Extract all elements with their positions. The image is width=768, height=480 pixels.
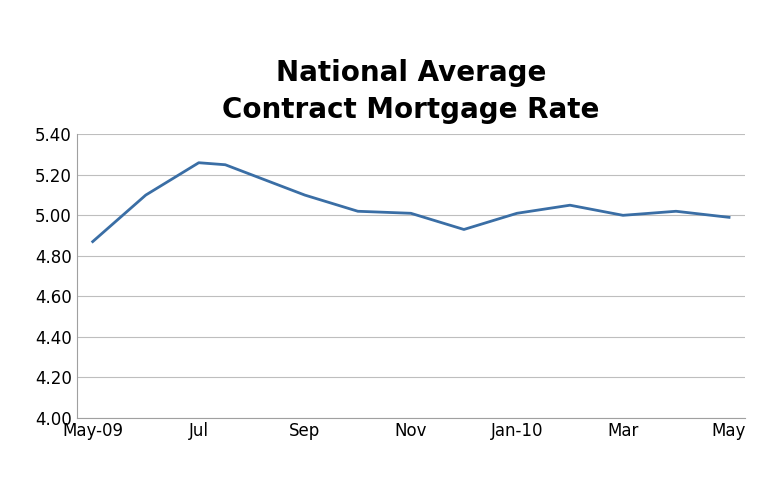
Title: National Average
Contract Mortgage Rate: National Average Contract Mortgage Rate: [222, 59, 600, 124]
